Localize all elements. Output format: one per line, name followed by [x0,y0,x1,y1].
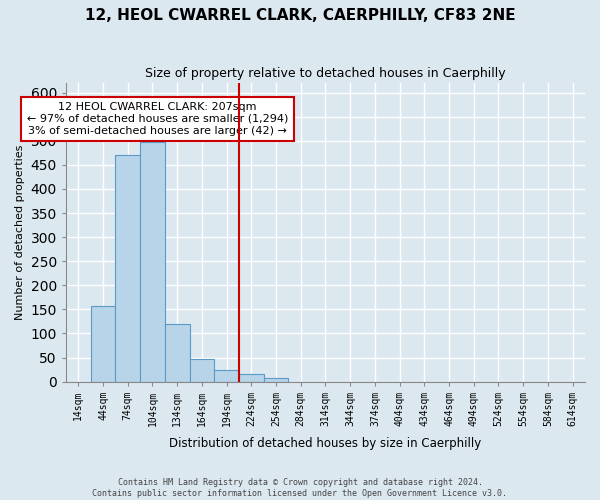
Bar [263,378,289,382]
X-axis label: Distribution of detached houses by size in Caerphilly: Distribution of detached houses by size … [169,437,482,450]
Bar [91,306,115,382]
Bar [214,370,239,382]
Text: 12, HEOL CWARREL CLARK, CAERPHILLY, CF83 2NE: 12, HEOL CWARREL CLARK, CAERPHILLY, CF83… [85,8,515,22]
Bar [190,359,214,382]
Text: Contains HM Land Registry data © Crown copyright and database right 2024.
Contai: Contains HM Land Registry data © Crown c… [92,478,508,498]
Title: Size of property relative to detached houses in Caerphilly: Size of property relative to detached ho… [145,68,506,80]
Bar [140,142,165,382]
Text: 12 HEOL CWARREL CLARK: 207sqm
← 97% of detached houses are smaller (1,294)
3% of: 12 HEOL CWARREL CLARK: 207sqm ← 97% of d… [27,102,288,136]
Bar [239,374,263,382]
Bar [165,324,190,382]
Y-axis label: Number of detached properties: Number of detached properties [15,144,25,320]
Bar [115,156,140,382]
